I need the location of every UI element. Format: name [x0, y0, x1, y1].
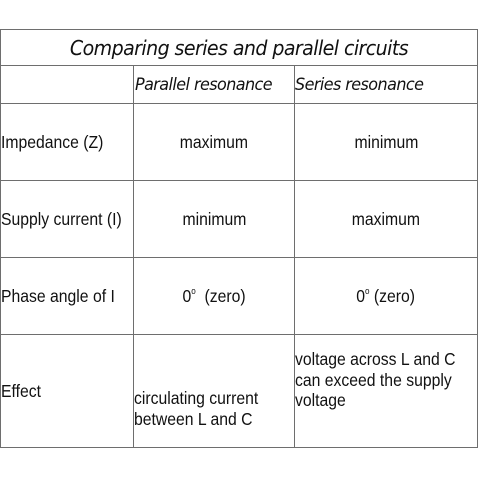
- parallel-value: maximum: [179, 131, 249, 152]
- row-label: Phase angle of I: [1, 285, 115, 306]
- table-row: Impedance (Z) maximum minimum: [0, 103, 478, 181]
- header-series: Series resonance: [295, 74, 424, 95]
- header-row: Parallel resonance Series resonance: [0, 65, 478, 104]
- row-label-cell: Supply current (I): [0, 180, 134, 258]
- row-label-cell: Phase angle of I: [0, 257, 134, 335]
- header-blank: [0, 65, 134, 104]
- parallel-value-cell: minimum: [133, 180, 295, 258]
- series-effect-line: voltage across L and C: [295, 349, 456, 369]
- title-row: Comparing series and parallel circuits: [0, 29, 478, 66]
- series-effect-cell: voltage across L and C can exceed the su…: [294, 334, 478, 448]
- comparison-table: Comparing series and parallel circuits P…: [0, 29, 478, 448]
- series-phase-text: (zero): [369, 285, 416, 306]
- parallel-effect-line: between L and C: [134, 408, 253, 429]
- header-series-cell: Series resonance: [294, 65, 478, 104]
- parallel-phase-number: 0: [182, 285, 192, 306]
- parallel-effect-cell: circulating current between L and C: [133, 334, 295, 448]
- row-label: Effect: [1, 380, 41, 401]
- parallel-value-cell: 0o (zero): [133, 257, 295, 335]
- series-phase-number: 0: [356, 285, 366, 306]
- row-label-cell: Impedance (Z): [0, 103, 134, 181]
- row-label-cell: Effect: [0, 334, 134, 448]
- series-phase-value: 0o (zero): [357, 286, 416, 307]
- series-effect-line: can exceed the supply: [295, 369, 452, 390]
- parallel-effect-line: circulating current: [134, 388, 259, 408]
- series-value-cell: maximum: [294, 180, 478, 258]
- parallel-value: minimum: [182, 208, 246, 229]
- series-degree-mark: o: [365, 285, 370, 296]
- table-row: Phase angle of I 0o (zero) 0o (zero): [0, 257, 478, 335]
- parallel-phase-text: (zero): [195, 285, 246, 306]
- table-row: Supply current (I) minimum maximum: [0, 180, 478, 258]
- row-label: Supply current (I): [1, 208, 122, 229]
- series-value-cell: minimum: [294, 103, 478, 181]
- header-parallel-cell: Parallel resonance: [133, 65, 295, 104]
- table-row: Effect circulating current between L and…: [0, 334, 478, 448]
- table-title: Comparing series and parallel circuits: [69, 35, 409, 60]
- series-effect-line: voltage: [295, 390, 346, 410]
- table-title-cell: Comparing series and parallel circuits: [0, 29, 478, 66]
- series-value-cell: 0o (zero): [294, 257, 478, 335]
- series-value: maximum: [351, 208, 421, 229]
- header-parallel: Parallel resonance: [135, 74, 273, 95]
- parallel-value-cell: maximum: [133, 103, 295, 181]
- series-value: minimum: [354, 131, 418, 152]
- parallel-degree-mark: o: [191, 285, 196, 296]
- parallel-phase-value: 0o (zero): [182, 286, 245, 307]
- row-label: Impedance (Z): [1, 131, 104, 152]
